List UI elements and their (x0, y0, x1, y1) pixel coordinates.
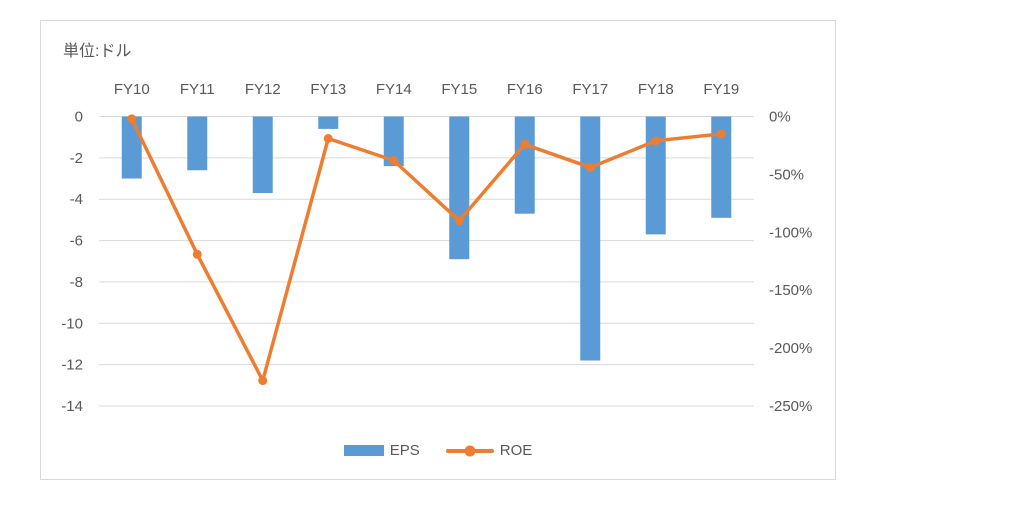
roe-point (323, 134, 333, 144)
roe-point (716, 129, 726, 139)
right-axis-tick-label: -100% (769, 224, 812, 241)
eps-bar (514, 116, 535, 214)
left-axis-tick-label: -10 (61, 315, 83, 332)
roe-point (651, 136, 661, 146)
legend-eps-label: EPS (389, 442, 420, 459)
roe-point (192, 249, 202, 259)
legend-item-roe: ROE (445, 442, 533, 459)
eps-bar (383, 116, 404, 167)
category-label: FY12 (245, 81, 281, 98)
eps-bar (318, 116, 339, 129)
right-axis-tick-label: -200% (769, 340, 812, 357)
roe-point (389, 156, 399, 166)
eps-bar (121, 116, 142, 179)
category-label: FY18 (638, 81, 674, 98)
right-axis-tick-label: -250% (769, 398, 812, 415)
left-axis-tick-label: -4 (70, 191, 83, 208)
left-axis-tick-label: -14 (61, 398, 83, 415)
left-axis-tick-label: -6 (70, 233, 83, 250)
eps-bar-swatch-icon (343, 445, 384, 456)
roe-point (520, 139, 530, 149)
chart-container: 単位:ドル 0 -2 -4 -6 -8 -10 -12 -14 0% -50% -100% -150%… (40, 20, 836, 480)
roe-line (130, 117, 723, 383)
category-label: FY15 (441, 81, 477, 98)
legend-item-eps: EPS (343, 442, 420, 459)
roe-point (454, 216, 464, 226)
eps-bar (580, 116, 601, 361)
eps-bar (711, 116, 732, 218)
eps-bar (645, 116, 666, 235)
category-label: FY14 (376, 81, 412, 98)
category-label: FY10 (114, 81, 150, 98)
left-axis-tick-label: -2 (70, 150, 83, 167)
left-axis-tick-label: 0 (75, 109, 83, 126)
eps-bar (187, 116, 208, 171)
legend-roe-label: ROE (499, 442, 533, 459)
category-label: FY16 (507, 81, 543, 98)
roe-point (258, 376, 268, 386)
left-axis-tick-label: -8 (70, 274, 83, 291)
eps-bar (449, 116, 470, 260)
chart-legend: EPS ROE (41, 442, 835, 459)
unit-label: 単位:ドル (63, 43, 132, 60)
right-axis-tick-label: -150% (769, 282, 812, 299)
right-axis-tick-label: 0% (769, 109, 791, 126)
left-axis-tick-label: -12 (61, 357, 83, 374)
category-label: FY19 (703, 81, 739, 98)
roe-point (127, 114, 137, 124)
category-label: FY17 (572, 81, 608, 98)
combo-chart: 0 -2 -4 -6 -8 -10 -12 -14 0% -50% -100% -150% -200% -… (61, 81, 812, 415)
roe-point (585, 162, 595, 172)
right-axis-tick-label: -50% (769, 166, 804, 183)
roe-marker-icon (464, 445, 476, 456)
eps-bar (252, 116, 273, 194)
category-label: FY13 (310, 81, 346, 98)
roe-line-swatch-icon (445, 445, 494, 456)
category-label: FY11 (180, 81, 215, 98)
